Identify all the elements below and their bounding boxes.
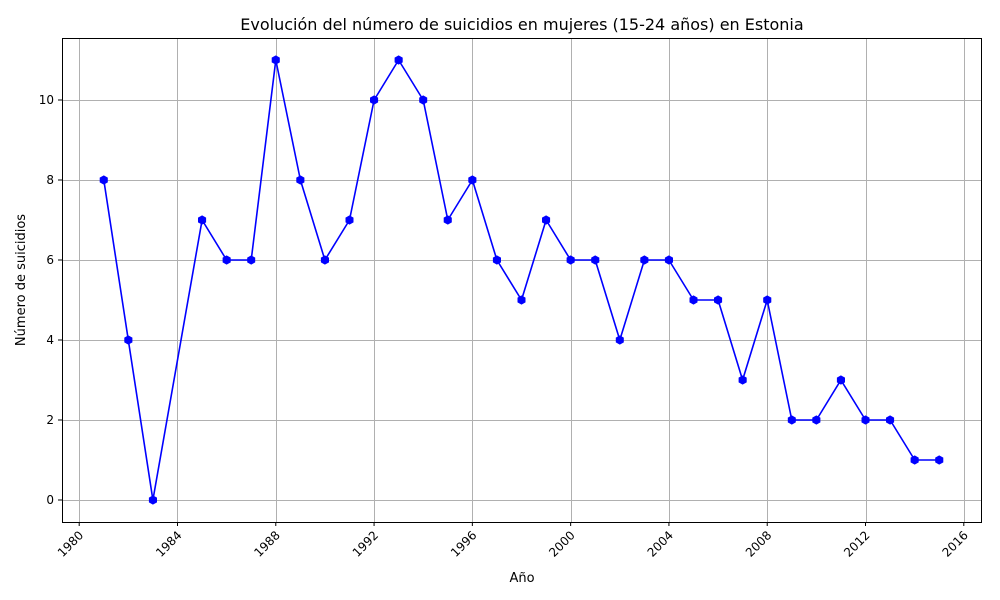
x-tick-label: 1992 [350, 528, 381, 559]
data-point [763, 295, 772, 305]
grid [62, 38, 981, 522]
data-point [664, 255, 673, 265]
data-point [812, 415, 821, 425]
data-point [296, 175, 305, 185]
data-point [566, 255, 575, 265]
y-tick-label: 0 [46, 493, 54, 507]
x-tick-label: 2000 [546, 528, 577, 559]
data-point [689, 295, 698, 305]
data-point [443, 215, 452, 225]
series [99, 55, 944, 505]
x-tick-label: 2016 [939, 528, 970, 559]
x-tick-label: 2008 [743, 528, 774, 559]
data-point [369, 95, 379, 105]
x-tick-label: 2004 [645, 528, 676, 559]
data-point [615, 335, 624, 345]
data-point [468, 175, 477, 185]
data-point [419, 95, 428, 105]
x-tick-label: 2012 [841, 528, 872, 559]
y-tick-label: 4 [46, 333, 54, 347]
data-point [910, 455, 919, 465]
y-tick-label: 8 [46, 173, 54, 187]
data-point [247, 255, 256, 265]
x-axis-label: Año [509, 571, 534, 586]
data-point [197, 215, 207, 225]
data-point [148, 495, 158, 505]
series-line [103, 59, 940, 501]
data-point [517, 295, 526, 305]
data-point [787, 415, 796, 425]
data-point [124, 335, 133, 345]
data-point [738, 375, 747, 385]
y-tick-label: 2 [46, 413, 54, 427]
data-point [492, 255, 502, 265]
x-tick-label: 1984 [153, 528, 184, 559]
data-point [394, 55, 403, 65]
data-point [542, 215, 551, 225]
x-axis: 1980 1984 1988 1992 1996 2000 2004 2008 2012 2016 [55, 522, 971, 560]
x-tick-label: 1988 [251, 528, 282, 559]
chart-title: Evolución del número de suicidios en muj… [240, 15, 803, 34]
x-tick-label: 1980 [55, 528, 86, 559]
data-point [320, 255, 330, 265]
data-point [886, 415, 895, 425]
data-point [271, 55, 280, 65]
data-point [714, 295, 723, 305]
x-tick-label: 1996 [448, 528, 479, 559]
y-axis-label: Número de suicidios [14, 214, 29, 346]
data-point [861, 415, 870, 425]
data-point [640, 255, 649, 265]
data-point [935, 455, 944, 465]
y-axis: 0 2 4 6 8 10 [39, 93, 62, 507]
data-point [836, 375, 845, 385]
data-point [99, 175, 108, 185]
y-tick-label: 6 [46, 253, 54, 267]
data-point [591, 255, 600, 265]
data-point [222, 255, 231, 265]
data-point [345, 215, 354, 225]
plot-frame [62, 38, 982, 523]
y-tick-label: 10 [39, 93, 54, 107]
